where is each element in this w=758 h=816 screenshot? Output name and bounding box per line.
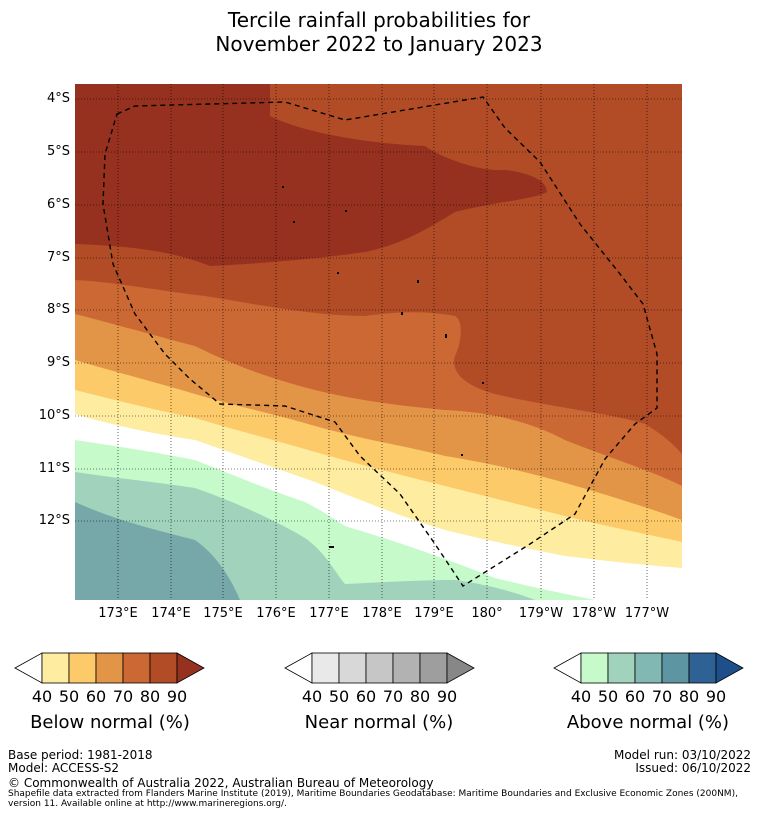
colorbar-above-title: Above normal (%) — [566, 712, 730, 733]
rainfall-map — [75, 84, 682, 600]
colorbar-tick: 70 — [382, 687, 404, 706]
lat-label: 9°S — [46, 355, 70, 370]
lon-label: 177°E — [309, 606, 349, 621]
colorbar-near-swatch — [311, 652, 340, 684]
lon-label: 175°E — [203, 606, 243, 621]
colorbar-tick: 40 — [570, 687, 592, 706]
colorbar-below-swatch — [149, 652, 178, 684]
colorbar-below-swatch — [68, 652, 97, 684]
colorbar-near-title: Near normal (%) — [304, 712, 454, 733]
lat-label: 6°S — [46, 197, 70, 212]
colorbar-below-title: Below normal (%) — [30, 712, 190, 733]
issued-date: Issued: 06/10/2022 — [635, 761, 751, 775]
colorbar-tick: 90 — [166, 687, 188, 706]
colorbar-tick: 50 — [597, 687, 619, 706]
colorbar-above-swatch — [580, 652, 609, 684]
eez-boundary — [102, 96, 658, 587]
colorbar-tick: 60 — [85, 687, 107, 706]
lon-label: 178°W — [571, 606, 617, 621]
colorbar-below-swatch — [95, 652, 124, 684]
colorbar-tick: 50 — [58, 687, 80, 706]
colorbar-above-swatch — [607, 652, 636, 684]
shapefile-credit-line2: version 11. Available online at http://w… — [8, 799, 287, 809]
colorbar-above — [553, 652, 744, 684]
colorbar-near-low-end — [284, 652, 313, 684]
colorbar-near-labels: 40 50 60 70 80 90 — [284, 687, 476, 707]
lat-label: 7°S — [46, 250, 70, 265]
colorbar-tick: 50 — [328, 687, 350, 706]
lon-label: 180° — [471, 606, 503, 621]
colorbar-above-labels: 40 50 60 70 80 90 — [553, 687, 745, 707]
lat-label: 11°S — [38, 461, 70, 476]
lat-label: 8°S — [46, 302, 70, 317]
lon-label: 178°E — [362, 606, 402, 621]
model-name: Model: ACCESS-S2 — [8, 761, 120, 775]
colorbar-above-high-end — [715, 652, 744, 684]
lon-label: 173°E — [98, 606, 138, 621]
shapefile-credit-line1: Shapefile data extracted from Flanders M… — [8, 789, 738, 799]
colorbar-near-swatch — [392, 652, 421, 684]
colorbar-below-swatch — [41, 652, 70, 684]
islands — [282, 186, 484, 548]
model-run: Model run: 03/10/2022 — [613, 748, 751, 762]
lon-label: 174°E — [151, 606, 191, 621]
colorbar-tick: 80 — [678, 687, 700, 706]
lon-label: 179°W — [518, 606, 564, 621]
colorbar-near — [284, 652, 475, 684]
colorbar-above-swatch — [688, 652, 717, 684]
copyright: © Commonwealth of Australia 2022, Austra… — [8, 776, 434, 790]
colorbar-near-swatch — [338, 652, 367, 684]
colorbar-above-swatch — [661, 652, 690, 684]
shapefile-credit: Shapefile data extracted from Flanders M… — [8, 789, 758, 809]
colorbar-tick: 70 — [112, 687, 134, 706]
base-period: Base period: 1981-2018 — [8, 748, 153, 762]
map-gridlines — [75, 84, 682, 600]
colorbar-tick: 80 — [139, 687, 161, 706]
colorbar-tick: 60 — [355, 687, 377, 706]
chart-title-line1: Tercile rainfall probabilities for — [227, 8, 531, 32]
colorbar-near-swatch — [365, 652, 394, 684]
colorbar-tick: 90 — [436, 687, 458, 706]
colorbar-below-swatch — [122, 652, 151, 684]
colorbar-tick: 40 — [301, 687, 323, 706]
colorbar-above-swatch — [634, 652, 663, 684]
lat-label: 12°S — [38, 513, 70, 528]
colorbar-below-labels: 40 50 60 70 80 90 — [14, 687, 206, 707]
colorbar-tick: 70 — [651, 687, 673, 706]
lon-label: 179°E — [414, 606, 454, 621]
colorbar-tick: 90 — [705, 687, 727, 706]
colorbar-below-low-end — [14, 652, 43, 684]
colorbar-near-swatch — [419, 652, 448, 684]
chart-title-line2: November 2022 to January 2023 — [215, 32, 543, 56]
colorbar-below — [14, 652, 205, 684]
lon-label: 177°W — [624, 606, 670, 621]
lat-label: 4°S — [46, 91, 70, 106]
colorbar-tick: 60 — [624, 687, 646, 706]
lon-label: 176°E — [256, 606, 296, 621]
colorbar-above-low-end — [553, 652, 582, 684]
colorbar-near-high-end — [446, 652, 475, 684]
colorbar-below-high-end — [176, 652, 205, 684]
colorbar-tick: 80 — [409, 687, 431, 706]
lat-label: 10°S — [38, 408, 70, 423]
colorbar-tick: 40 — [31, 687, 53, 706]
lat-label: 5°S — [46, 144, 70, 159]
region-above-60 — [75, 502, 240, 600]
